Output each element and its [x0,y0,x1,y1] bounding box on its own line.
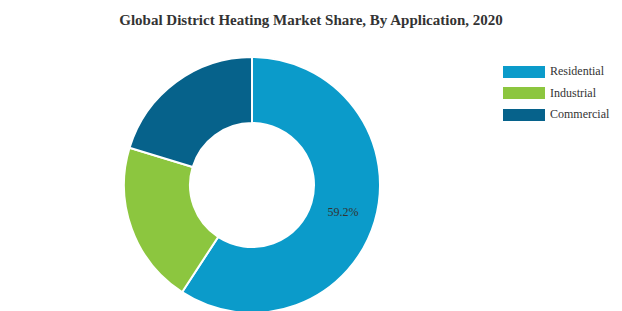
html-text:Residential: Residential [550,64,604,79]
html-text:Global District Heating Market: Global District Heating Market Share, By… [119,12,503,28]
html-text:Industrial: Industrial [550,85,596,100]
svg-text:59.2%: 59.2% [328,205,359,219]
html-text:Commercial: Commercial [550,107,610,122]
